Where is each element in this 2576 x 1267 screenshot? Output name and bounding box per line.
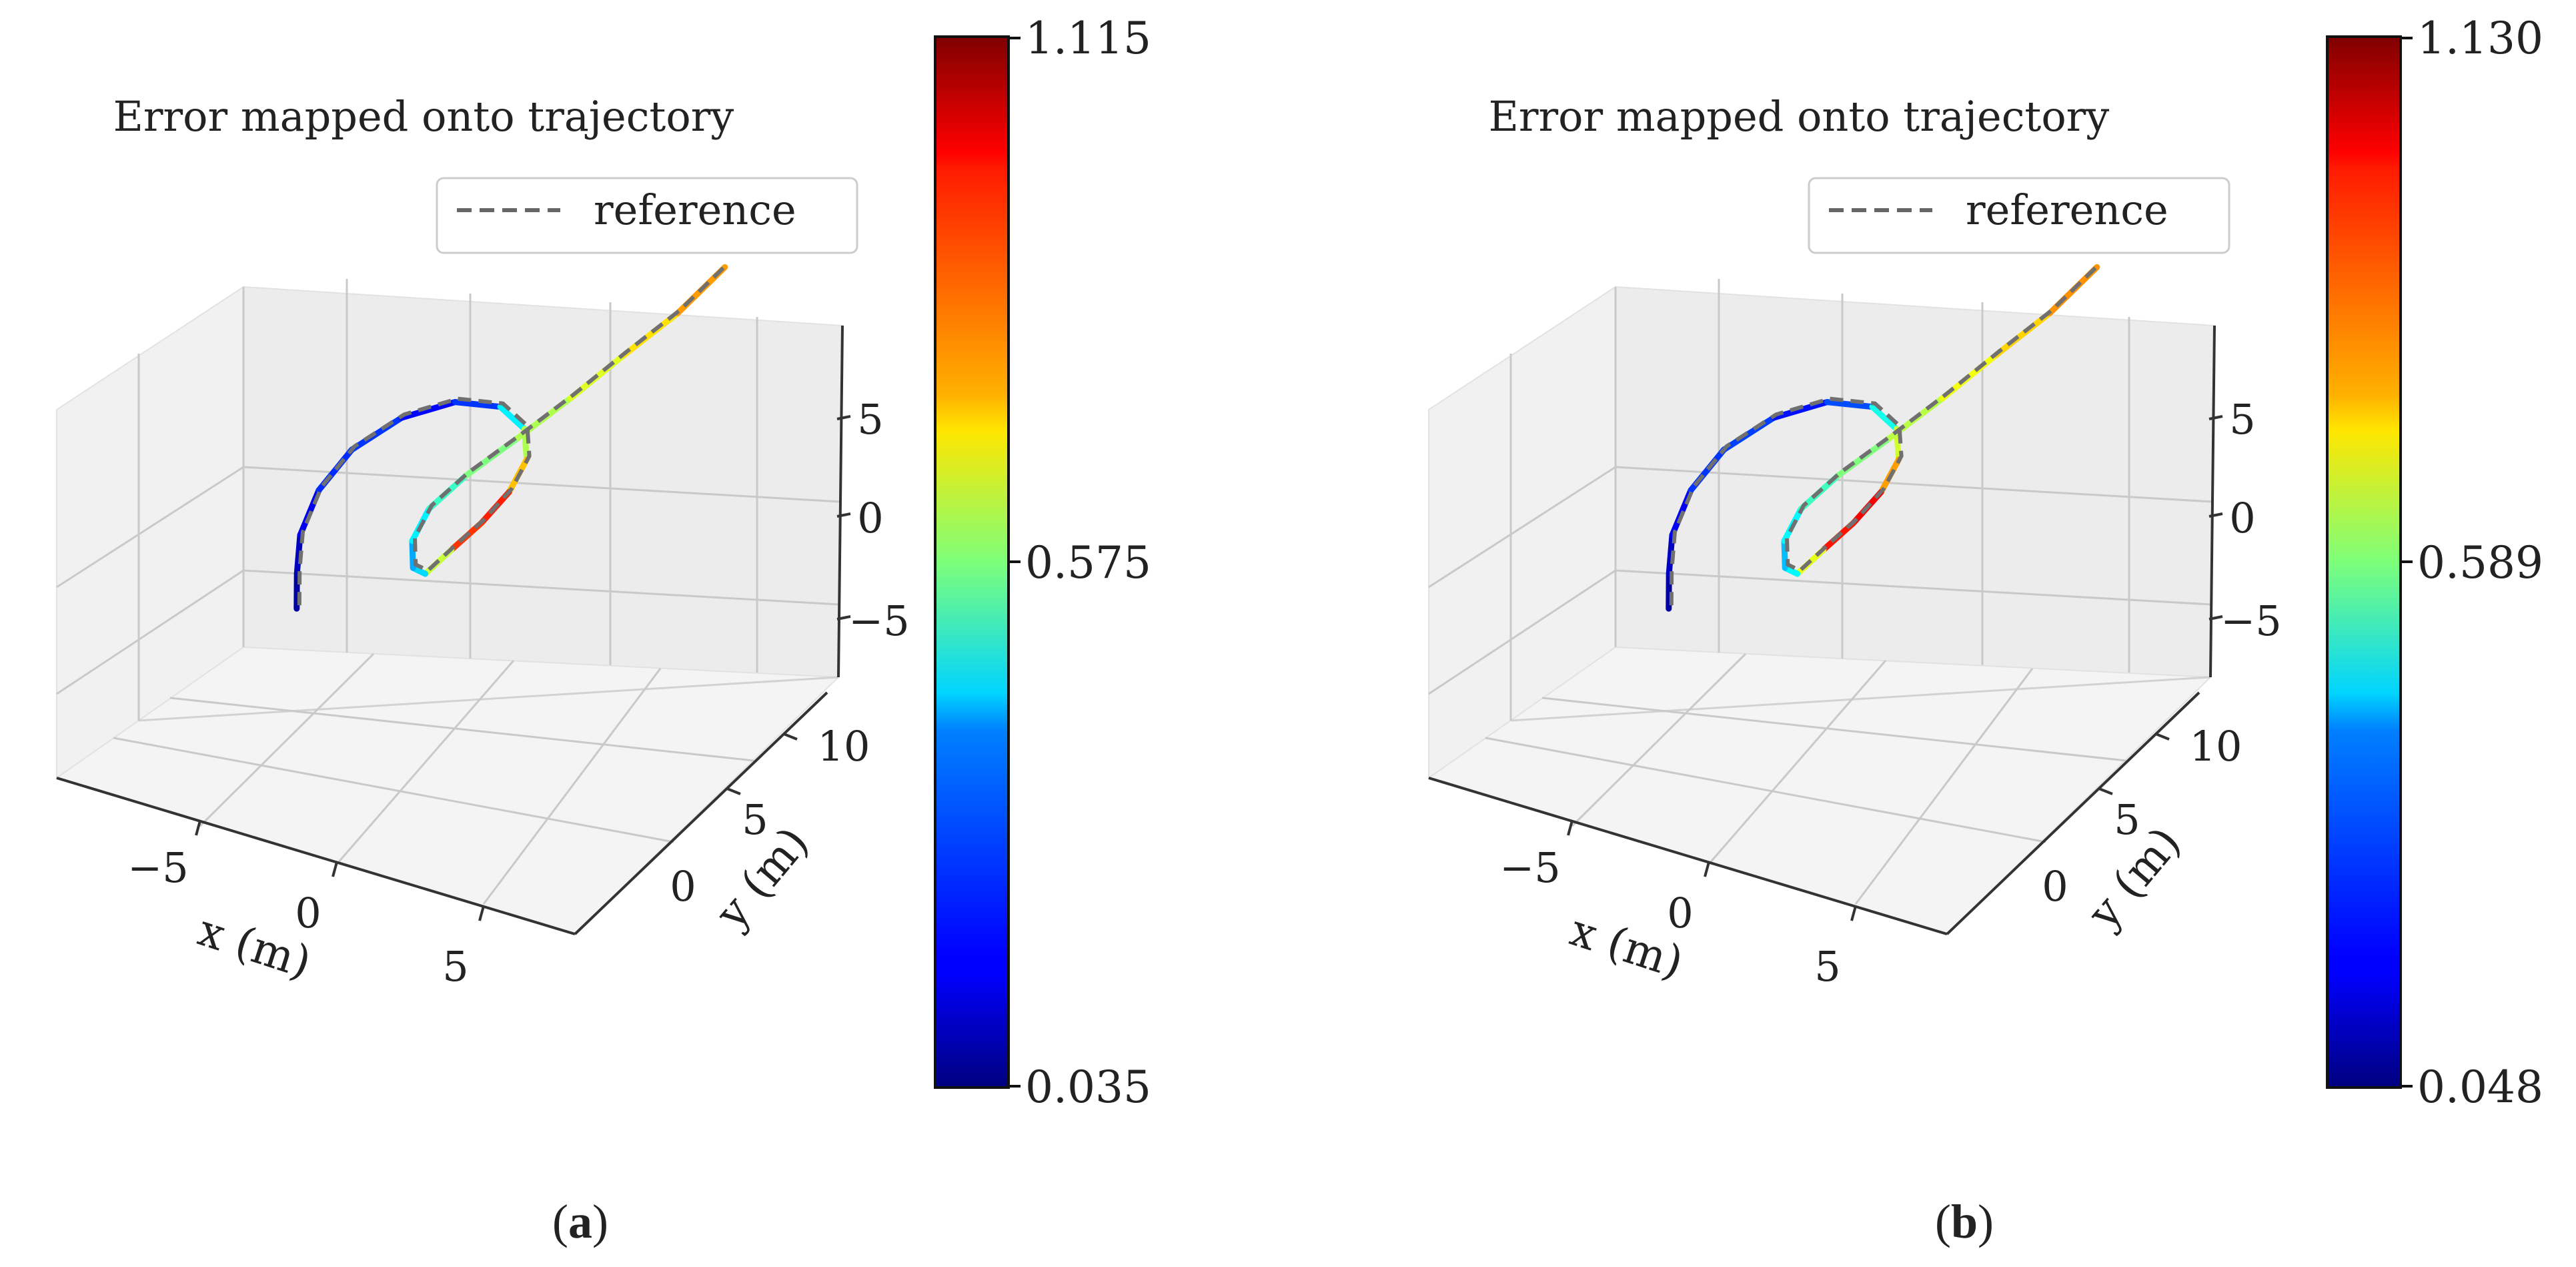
back-pane — [243, 286, 844, 679]
y-tick-label: 5 — [742, 795, 768, 844]
x-tick-label: −5 — [1499, 843, 1560, 892]
x-tick-label: 0 — [295, 889, 321, 937]
trajectory-segment — [1781, 538, 1788, 571]
trajectory-segment — [409, 538, 416, 571]
legend: reference — [436, 177, 858, 254]
colorbar-gradient — [2326, 35, 2402, 1089]
colorbar-gradient — [934, 35, 1010, 1089]
axes-panes — [1427, 286, 2216, 935]
panel-a: Error mapped onto trajectory — [55, 13, 1151, 1248]
trajectory-segment — [621, 310, 681, 358]
axes-panes — [55, 286, 844, 935]
trajectory-segment — [293, 532, 303, 577]
x-tick-label: −5 — [127, 843, 188, 892]
trajectory-plot — [1666, 262, 2101, 612]
legend-frame — [436, 177, 858, 254]
chart-title: Error mapped onto trajectory — [113, 92, 734, 141]
colorbar: 1.115 0.575 0.035 — [934, 13, 1151, 1113]
caption-b: (b) — [1935, 1195, 1994, 1248]
x-tick-label: 5 — [1814, 942, 1840, 991]
reference-trajectory — [1669, 262, 2101, 606]
colorbar-min-label: 0.035 — [1025, 1062, 1151, 1113]
tick-marks — [1567, 415, 2223, 921]
colorbar: 1.130 0.589 0.048 — [2326, 13, 2543, 1113]
trajectory-segment — [398, 399, 458, 421]
grid-lines — [1428, 279, 2213, 905]
colorbar-max-label: 1.115 — [1025, 13, 1151, 64]
back-pane — [1615, 286, 2216, 679]
legend-reference-label: reference — [1966, 185, 2168, 234]
z-tick-label: 5 — [857, 395, 883, 444]
y-tick-label: 0 — [670, 862, 696, 911]
trajectory-segment — [1993, 310, 2053, 358]
y-tick-label: 0 — [2042, 862, 2068, 911]
tick-marks — [195, 415, 851, 921]
legend-frame — [1808, 177, 2230, 254]
panel-b: Error mapped onto trajectory — [1427, 13, 2543, 1248]
y-tick-label: 10 — [2190, 722, 2242, 771]
reference-trajectory — [297, 262, 729, 606]
z-tick-label: −5 — [2220, 596, 2281, 645]
colorbar-max-label: 1.130 — [2417, 13, 2543, 64]
z-tick-label: 5 — [2229, 395, 2255, 444]
trajectory-segment — [1770, 399, 1830, 421]
trajectory-plot — [293, 262, 729, 612]
caption-a: (a) — [552, 1195, 608, 1248]
z-tick-label: 0 — [2229, 494, 2255, 542]
chart-title: Error mapped onto trajectory — [1489, 92, 2110, 141]
y-tick-label: 5 — [2114, 795, 2140, 844]
trajectory-segment — [1869, 404, 1900, 432]
x-tick-label: 0 — [1667, 889, 1693, 937]
colorbar-min-label: 0.048 — [2417, 1062, 2543, 1113]
trajectory-segment — [1824, 399, 1876, 410]
legend: reference — [1808, 177, 2230, 254]
trajectory-segment — [452, 399, 504, 410]
y-tick-label: 10 — [818, 722, 870, 771]
trajectory-segment — [1666, 532, 1676, 577]
grid-lines — [56, 279, 841, 905]
colorbar-mid-label: 0.589 — [2417, 537, 2543, 588]
z-tick-label: −5 — [848, 596, 909, 645]
x-tick-label: 5 — [442, 942, 468, 991]
z-tick-label: 0 — [857, 494, 883, 542]
colorbar-mid-label: 0.575 — [1025, 537, 1151, 588]
trajectory-segment — [497, 404, 528, 432]
legend-reference-label: reference — [594, 185, 796, 234]
